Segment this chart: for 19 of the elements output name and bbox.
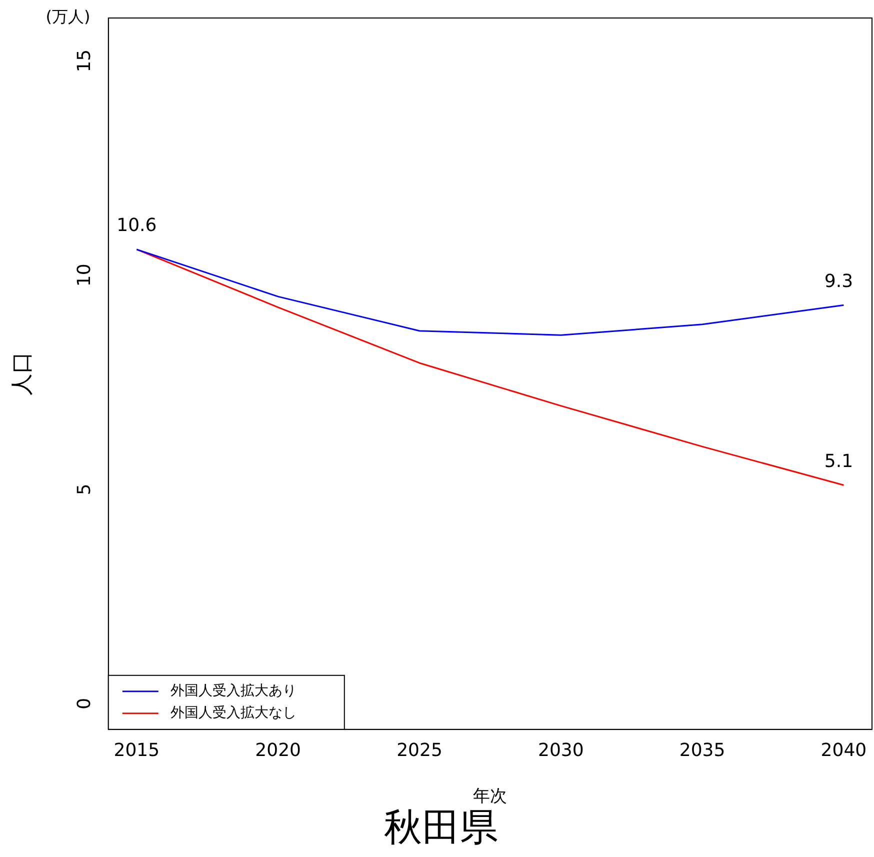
x-axis-title: 年次: [473, 786, 508, 807]
y-tick-label: 15: [74, 49, 96, 72]
data-label: 10.6: [116, 215, 157, 236]
legend-label: 外国人受入拡大あり: [170, 683, 296, 700]
legend-label: 外国人受入拡大なし: [170, 705, 296, 722]
y-tick-label: 10: [74, 264, 96, 287]
x-tick-label: 2035: [679, 740, 726, 761]
text: (万人): [46, 7, 90, 26]
x-tick-label: 2015: [114, 740, 160, 761]
y-tick-label: 5: [74, 484, 96, 496]
data-label: 9.3: [824, 270, 854, 292]
text: 秋田県: [384, 805, 498, 850]
x-tick-label: 2040: [820, 740, 867, 761]
x-tick-label: 2025: [396, 740, 442, 761]
y-axis-title: 人口: [10, 352, 35, 396]
x-tick-label: 2020: [255, 740, 301, 761]
y-tick-label: 0: [74, 698, 96, 710]
data-label: 5.1: [824, 450, 854, 472]
x-tick-label: 2030: [538, 740, 584, 761]
